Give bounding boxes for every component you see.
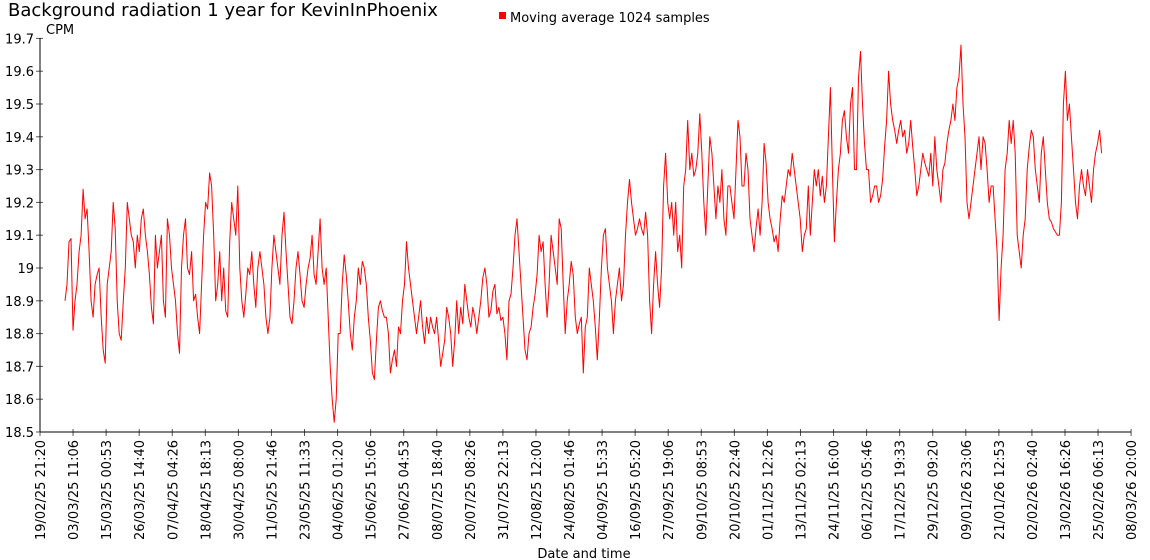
y-tick-label: 18.7 xyxy=(5,360,34,375)
y-tick-label: 19 xyxy=(17,262,34,277)
series-line xyxy=(64,44,1103,423)
x-tick-label: 16/09/25 05:20 xyxy=(629,440,644,540)
x-tick-label: 08/03/26 20:00 xyxy=(1125,440,1140,540)
x-tick-label: 19/02/25 21:20 xyxy=(34,440,49,540)
y-axis: 18.5 18.6 18.7 18.8 18.9 19 19.1 19.2 19.3 19.4 19… xyxy=(5,32,43,441)
x-tick-label: 09/01/26 23:06 xyxy=(960,440,975,540)
legend-label: Moving average 1024 samples xyxy=(510,11,710,26)
x-tick-label: 04/09/25 15:33 xyxy=(596,440,611,540)
x-axis-title: Date and time xyxy=(537,547,630,560)
x-tick-label: 26/03/25 14:40 xyxy=(133,440,148,540)
x-tick-label: 03/03/25 11:06 xyxy=(67,440,82,540)
x-tick-label: 15/06/25 15:06 xyxy=(365,440,380,540)
y-tick-label: 18.5 xyxy=(5,426,34,441)
x-tick-label: 04/06/25 01:20 xyxy=(332,440,347,540)
y-tick-label: 19.3 xyxy=(5,164,34,179)
x-tick-label: 30/04/25 08:00 xyxy=(232,440,247,540)
x-tick-label: 12/08/25 12:00 xyxy=(530,440,545,540)
chart-title: Background radiation 1 year for KevinInP… xyxy=(8,0,438,21)
x-tick-label: 27/06/25 04:53 xyxy=(398,440,413,540)
x-tick-label: 20/07/25 08:26 xyxy=(464,440,479,540)
x-tick-label: 06/12/25 05:46 xyxy=(861,440,876,540)
x-tick-label: 24/11/25 16:00 xyxy=(828,440,843,540)
legend: Moving average 1024 samples xyxy=(499,11,710,26)
x-tick-label: 07/04/25 04:26 xyxy=(166,440,181,540)
x-tick-label: 02/02/26 02:40 xyxy=(1026,440,1041,540)
x-tick-label: 29/12/25 09:20 xyxy=(927,440,942,540)
x-tick-label: 15/03/25 00:53 xyxy=(100,440,115,540)
x-tick-label: 27/09/25 19:06 xyxy=(662,440,677,540)
x-tick-label: 31/07/25 22:13 xyxy=(497,440,512,540)
x-tick-label: 13/02/26 16:26 xyxy=(1059,440,1074,540)
x-axis: 19/02/25 21:20 03/03/25 11:06 15/03/25 00:… xyxy=(34,429,1140,540)
y-tick-label: 18.8 xyxy=(5,328,34,343)
y-tick-label: 18.9 xyxy=(5,295,34,310)
x-tick-label: 24/08/25 01:46 xyxy=(563,440,578,540)
x-tick-label: 13/11/25 02:13 xyxy=(794,440,809,540)
x-tick-label: 08/07/25 18:40 xyxy=(431,440,446,540)
x-tick-label: 18/04/25 18:13 xyxy=(199,440,214,540)
y-tick-label: 18.6 xyxy=(5,393,34,408)
y-tick-label: 19.4 xyxy=(5,131,34,146)
x-tick-label: 25/02/26 06:13 xyxy=(1092,440,1107,540)
x-tick-label: 20/10/25 22:40 xyxy=(728,440,743,540)
x-tick-label: 09/10/25 08:53 xyxy=(695,440,710,540)
x-tick-label: 23/05/25 11:33 xyxy=(299,440,314,540)
series-group xyxy=(64,44,1103,423)
y-tick-label: 19.6 xyxy=(5,65,34,80)
y-tick-label: 19.7 xyxy=(5,32,34,47)
y-tick-label: 19.2 xyxy=(5,196,34,211)
x-tick-label: 21/01/26 12:53 xyxy=(993,440,1008,540)
x-tick-label: 11/05/25 21:46 xyxy=(265,440,280,540)
y-tick-label: 19.5 xyxy=(5,98,34,113)
x-tick-label: 01/11/25 12:26 xyxy=(761,440,776,540)
legend-swatch xyxy=(499,12,506,19)
y-tick-label: 19.1 xyxy=(5,229,34,244)
y-axis-title: CPM xyxy=(46,23,74,38)
x-tick-label: 17/12/25 19:33 xyxy=(894,440,909,540)
